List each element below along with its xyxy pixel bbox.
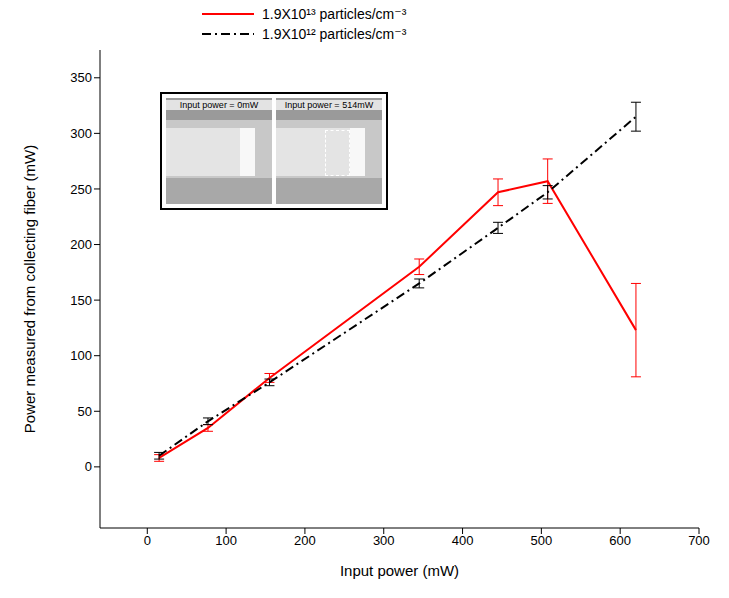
- svg-text:350: 350: [70, 70, 92, 85]
- svg-text:150: 150: [70, 293, 92, 308]
- svg-text:0: 0: [144, 533, 151, 548]
- html-text:1.9X10¹² particles/cm⁻³: 1.9X10¹² particles/cm⁻³: [262, 26, 407, 42]
- svg-text:50: 50: [78, 404, 92, 419]
- html-text:Input power = 514mW: Input power = 514mW: [284, 100, 374, 110]
- svg-text:0: 0: [85, 459, 92, 474]
- svg-text:200: 200: [70, 237, 92, 252]
- svg-text:500: 500: [531, 533, 553, 548]
- svg-text:200: 200: [294, 533, 316, 548]
- svg-text:100: 100: [70, 348, 92, 363]
- svg-text:400: 400: [452, 533, 474, 548]
- svg-text:Power measured from collecting: Power measured from collecting fiber (mW…: [21, 145, 38, 433]
- svg-text:600: 600: [609, 533, 631, 548]
- svg-text:700: 700: [688, 533, 710, 548]
- html-text:Input power = 0mW: Input power = 0mW: [179, 100, 259, 110]
- svg-text:250: 250: [70, 182, 92, 197]
- svg-text:100: 100: [215, 533, 237, 548]
- svg-text:300: 300: [70, 126, 92, 141]
- svg-text:300: 300: [373, 533, 395, 548]
- svg-text:Input power (mW): Input power (mW): [340, 562, 459, 579]
- html-text:1.9X10¹³ particles/cm⁻³: 1.9X10¹³ particles/cm⁻³: [262, 6, 407, 22]
